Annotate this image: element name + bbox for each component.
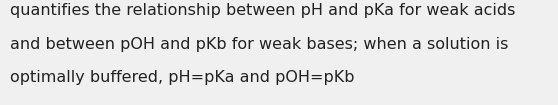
- Text: and between pOH and pKb for weak bases; when a solution is: and between pOH and pKb for weak bases; …: [10, 37, 508, 52]
- Text: optimally buffered, pH=pKa and pOH=pKb: optimally buffered, pH=pKa and pOH=pKb: [10, 70, 354, 85]
- Text: quantifies the relationship between pH and pKa for weak acids: quantifies the relationship between pH a…: [10, 3, 516, 18]
